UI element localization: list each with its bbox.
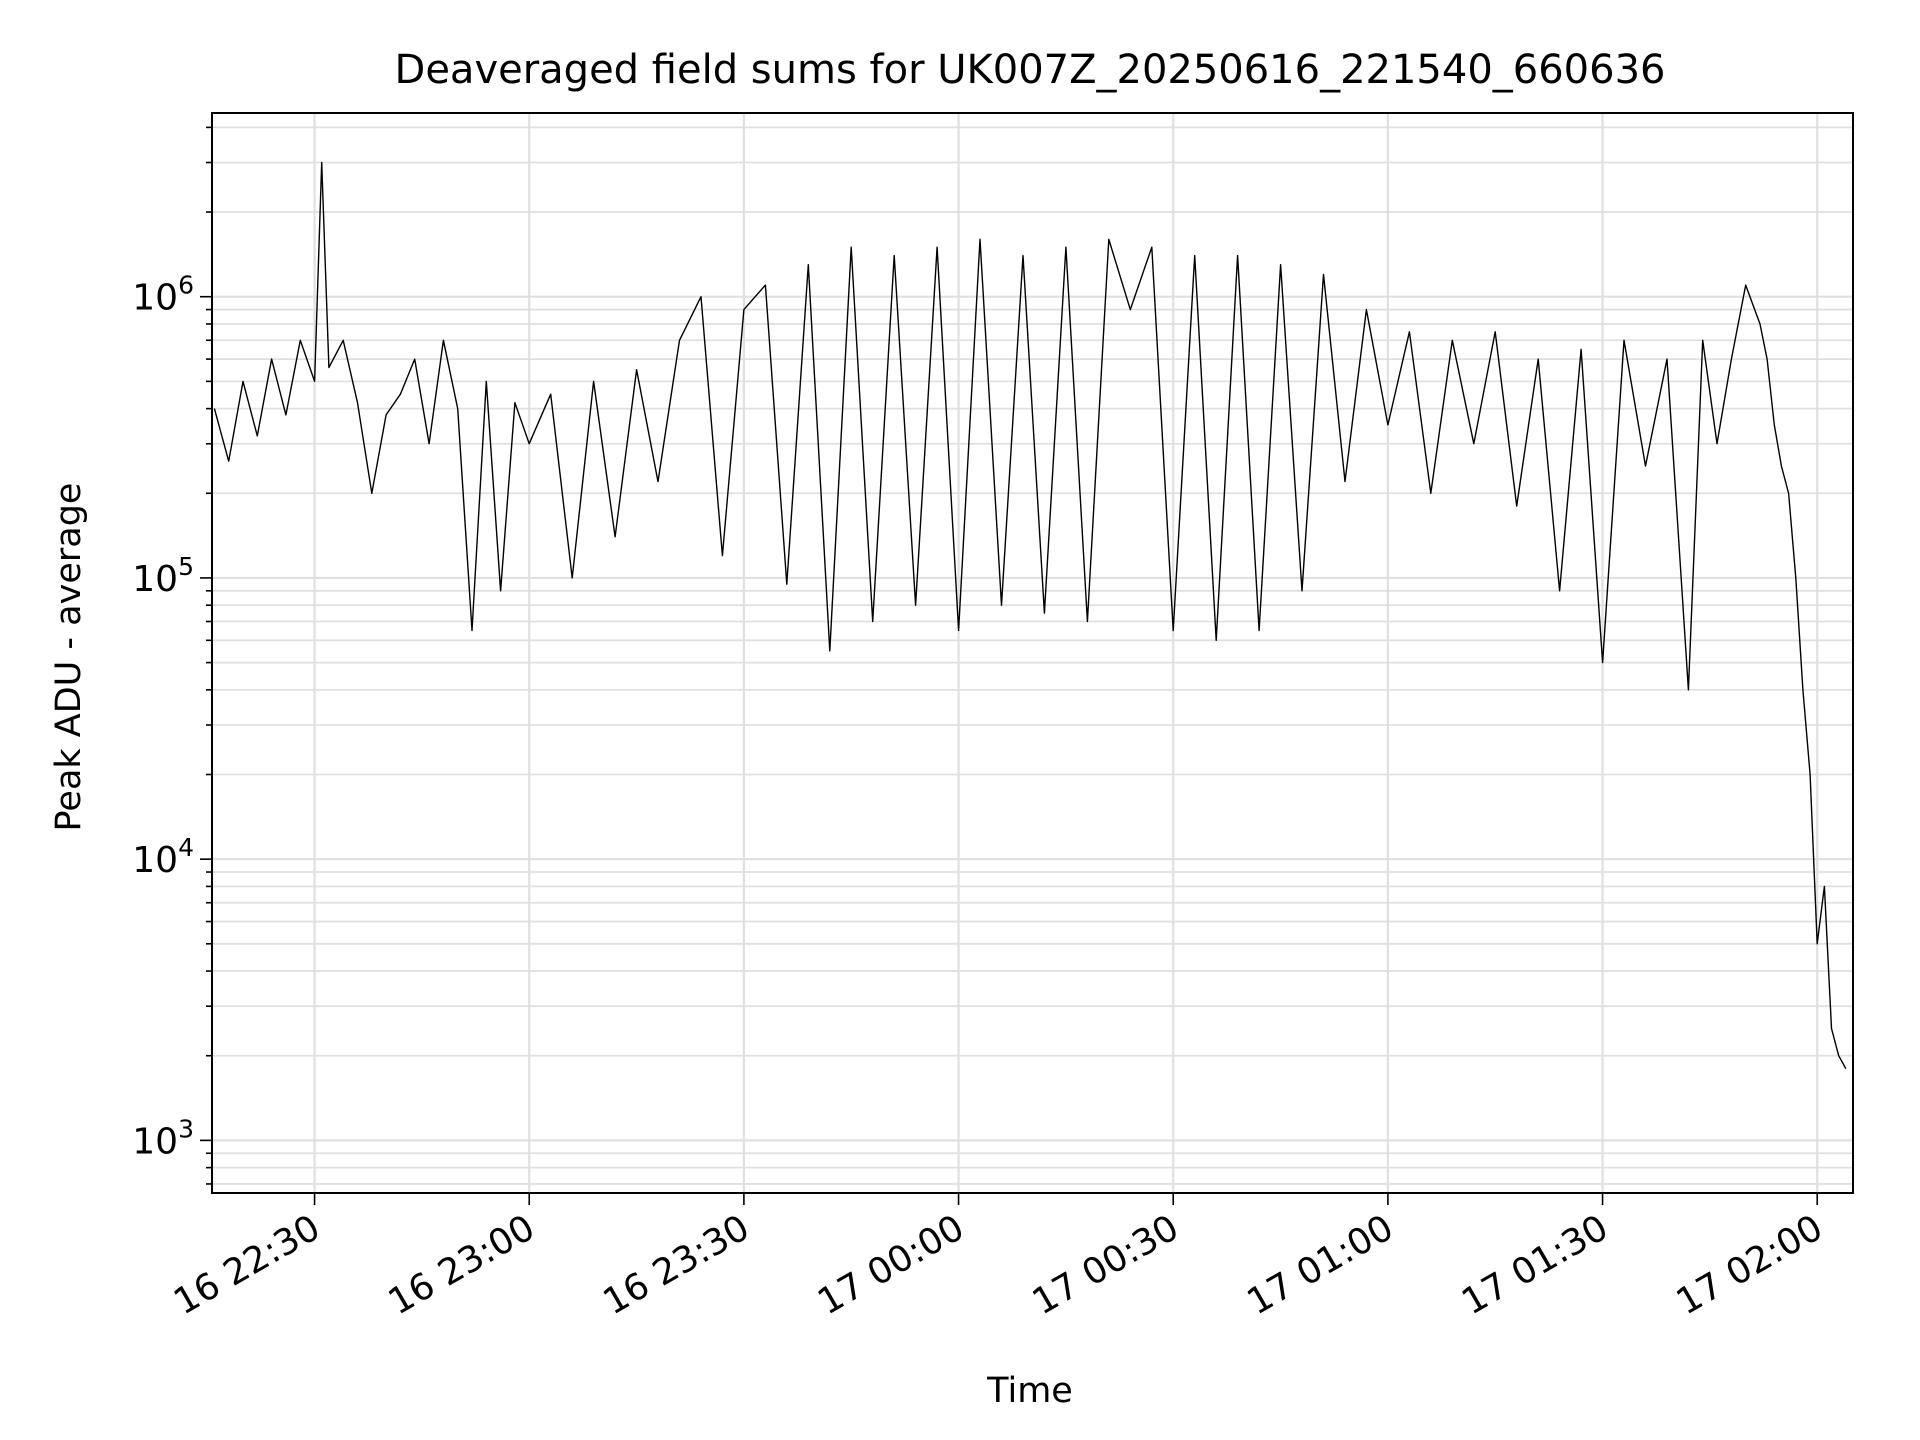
x-axis-label: Time	[986, 1371, 1073, 1411]
y-tick-label: 106	[132, 271, 194, 319]
x-tick-label: 17 01:30	[1455, 1207, 1615, 1323]
x-tick-label: 17 00:00	[811, 1207, 971, 1323]
y-tick-label: 105	[132, 552, 194, 600]
x-tick-label: 16 23:30	[596, 1207, 756, 1323]
plot-area	[213, 161, 1847, 1069]
x-tick-label: 16 22:30	[167, 1207, 327, 1323]
y-axis-label: Peak ADU - average	[49, 483, 89, 832]
y-tick-label: 104	[132, 833, 194, 881]
x-tick-label: 17 02:00	[1670, 1207, 1830, 1323]
x-tick-label: 17 01:00	[1240, 1207, 1400, 1323]
y-tick-label: 103	[132, 1114, 194, 1162]
plot-frame	[211, 112, 1854, 1194]
x-tick-label: 16 23:00	[382, 1207, 542, 1323]
series-line	[213, 161, 1847, 1069]
chart-title: Deaveraged field sums for UK007Z_2025061…	[395, 47, 1666, 93]
grid-lines	[212, 113, 1853, 1193]
x-tick-label: 17 00:30	[1026, 1207, 1186, 1323]
